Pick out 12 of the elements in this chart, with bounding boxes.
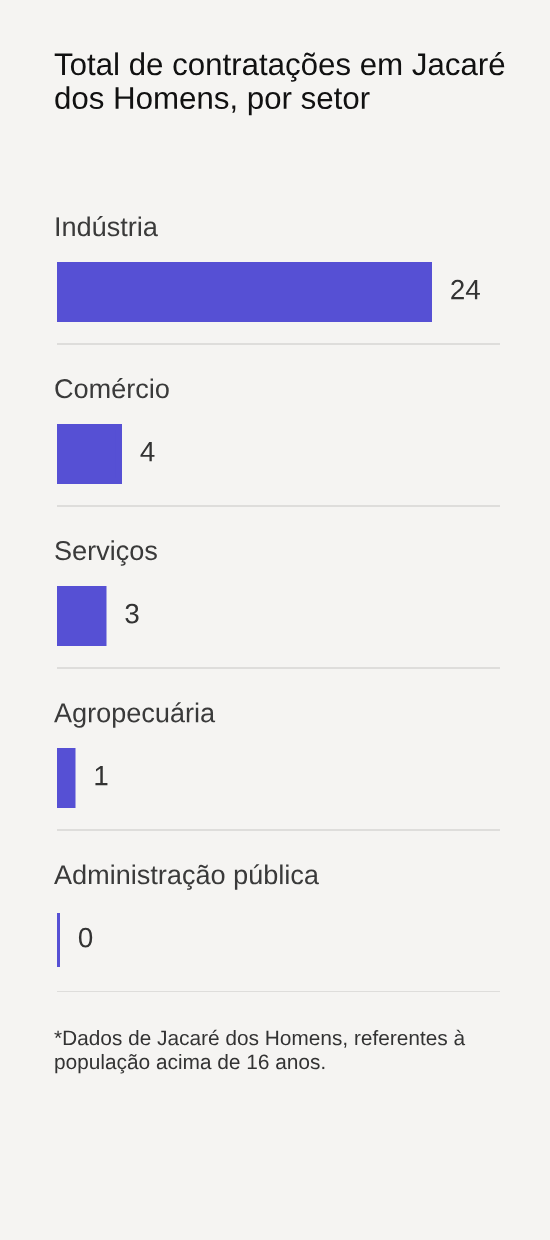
data-label: 3	[125, 603, 139, 624]
text: *Dados de Jacaré dos Homens, referentes à população acima de 16 anos.	[54, 1029, 466, 1074]
chart-title: Total de contratações em Jacaré dos Homens, por setor	[54, 52, 505, 116]
data-label: 24	[451, 279, 480, 300]
y-tick-label: Indústria	[56, 216, 158, 237]
y-tick-label: Serviços	[55, 540, 157, 566]
y-tick-label: Comércio	[55, 378, 169, 399]
data-label: 0	[78, 927, 93, 948]
data-label: 1	[95, 766, 108, 786]
y-tick-label: Agropecuária	[54, 702, 216, 728]
data-label: 4	[140, 442, 155, 462]
y-tick-label: Administração pública	[54, 864, 319, 890]
